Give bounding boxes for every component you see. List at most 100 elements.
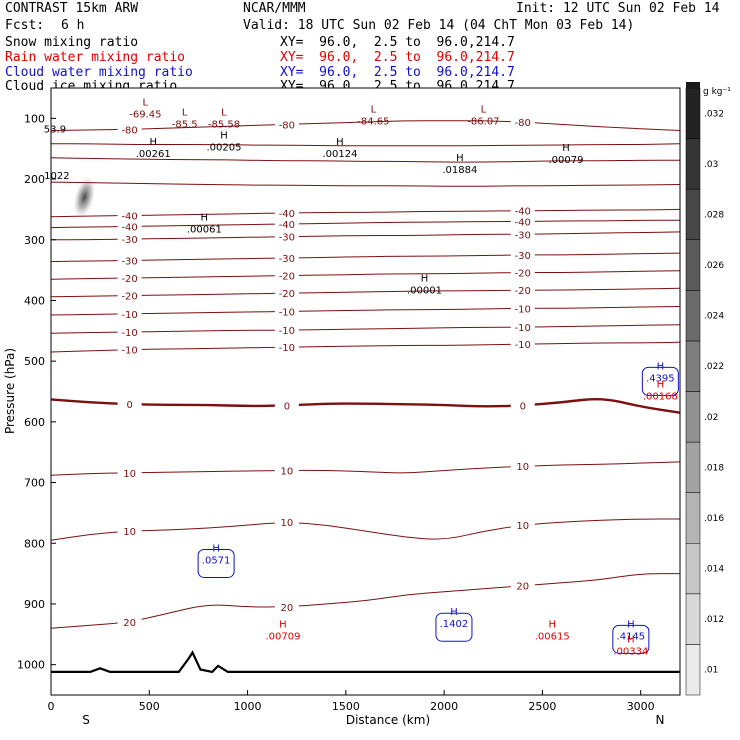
contour-label-bg	[274, 217, 299, 230]
extremum-value: .0571	[202, 555, 231, 566]
surface-terrain-line	[51, 650, 680, 674]
x-tick-label: 500	[139, 700, 160, 713]
contour-label: -40	[279, 209, 295, 220]
extremum-value: .00615	[535, 631, 570, 642]
temperature-contour	[50, 157, 680, 163]
y-tick-label: 100	[24, 112, 45, 125]
colorbar-tick-label: .03	[704, 160, 718, 170]
contour-label-bg	[117, 343, 142, 356]
extremum-marker: L	[143, 97, 149, 108]
extremum-marker: H	[548, 619, 556, 630]
contour-label-bg	[510, 204, 535, 217]
surface-layer	[51, 650, 680, 674]
contour-label: -30	[279, 233, 295, 244]
contour-label: -10	[121, 346, 137, 357]
contour-label: -20	[279, 272, 295, 283]
contour-label: -10	[121, 328, 137, 339]
contour-label-bg	[117, 466, 142, 479]
y-tick-label: 500	[24, 355, 45, 368]
contour-label-bg	[117, 123, 142, 136]
extremum-marker: H	[627, 619, 635, 630]
y-tick-label: 600	[24, 416, 45, 429]
extremum-value: -86.07	[467, 117, 499, 128]
contour-label: 10	[123, 469, 136, 480]
contour-label-bg	[510, 284, 535, 297]
colorbar-segment	[685, 87, 701, 139]
valid-time: Valid: 18 UTC Sun 02 Feb 14 (04 ChT Mon …	[243, 18, 635, 33]
field-xy-rain: XY= 96.0, 2.5 to 96.0,214.7	[280, 50, 515, 65]
contour-label-bg	[510, 228, 535, 241]
cloud-water-contour	[612, 624, 650, 654]
contour-label: -20	[279, 289, 295, 300]
contour-label: 10	[281, 518, 294, 529]
extremum-marker: H	[279, 619, 287, 630]
contour-label-bg	[117, 525, 142, 538]
cloud-water-contour	[435, 612, 473, 642]
contour-label: -10	[515, 323, 531, 334]
contour-label-bg	[117, 326, 142, 339]
extremum-marker: L	[221, 108, 227, 119]
axes: Distance (km) Pressure (hPa) S N 0 500 100…	[3, 112, 664, 727]
contour-label: 20	[123, 618, 136, 629]
extremum-marker: H	[456, 153, 464, 164]
contour-label-bg	[510, 579, 535, 592]
contour-label-bg	[510, 302, 535, 315]
extremum-value: .00709	[265, 631, 300, 642]
colorbar-tick-label: .018	[704, 463, 724, 473]
x-tick-label: 1500	[332, 700, 360, 713]
contour-label: 20	[281, 603, 294, 614]
contour-label: 20	[516, 582, 529, 593]
colorbar-segment	[685, 290, 701, 342]
extremum-value: .00261	[136, 149, 171, 160]
colorbar-tick-label: .012	[704, 615, 724, 625]
contour-label: -10	[279, 343, 295, 354]
contour-label-bg	[117, 289, 142, 302]
y-tick-label: 800	[24, 537, 45, 550]
contour-label-bg	[117, 233, 142, 246]
cloud-contours	[197, 366, 679, 654]
extremum-value: -85.5	[172, 120, 198, 131]
field-xy-snow: XY= 96.0, 2.5 to 96.0,214.7	[280, 35, 515, 50]
contour-label: -30	[515, 251, 531, 262]
contour-label: -20	[121, 274, 137, 285]
contour-label: -30	[279, 254, 295, 265]
snow-maximum	[73, 176, 96, 218]
model-title: CONTRAST 15km ARW	[5, 1, 139, 16]
contour-label: -40	[515, 218, 531, 229]
extremum-value: .00334	[613, 647, 648, 658]
y-tick-label: 900	[24, 598, 45, 611]
contour-label: -20	[515, 286, 531, 297]
contour-label-bg	[117, 307, 142, 320]
extremum-value: -69.45	[129, 109, 161, 120]
contour-label-bg	[274, 464, 299, 477]
field-name-rain: Rain water mixing ratio	[5, 50, 186, 65]
plot-area	[51, 88, 680, 695]
colorbar: g kg⁻¹ .01 .012 .014 .016 .018 .02 .022 .024 .02…	[685, 82, 731, 696]
contour-label: 0	[520, 401, 526, 412]
colorbar-segment	[685, 543, 701, 595]
cloud-water-contour	[197, 548, 235, 578]
org-label: NCAR/MMM	[243, 1, 306, 16]
contour-label: -10	[279, 326, 295, 337]
colorbar-segment	[685, 593, 701, 645]
colorbar-tick-label: .032	[704, 109, 724, 119]
temperature-contour	[51, 143, 681, 147]
colorbar-tick-label: .028	[704, 210, 724, 220]
extremum-value: .00168	[643, 392, 678, 403]
contour-label-bg	[117, 209, 142, 222]
contour-label: -40	[121, 211, 137, 222]
contour-label-bg	[510, 338, 535, 351]
extremum-value: .1402	[440, 619, 469, 630]
contour-label: 0	[126, 400, 132, 411]
contour-label-bg	[117, 398, 142, 411]
contour-label-bg	[274, 251, 299, 264]
contour-label: 10	[123, 527, 136, 538]
contour-label: 10	[516, 521, 529, 532]
contour-label: -30	[121, 256, 137, 267]
x-tick-label: 2500	[528, 700, 556, 713]
x-endpoint-south: S	[82, 713, 90, 727]
contour-label-bg	[510, 266, 535, 279]
contour-label-bg	[510, 115, 535, 128]
colorbar-tick-label: .02	[704, 413, 718, 423]
contour-label: -80	[279, 120, 295, 131]
